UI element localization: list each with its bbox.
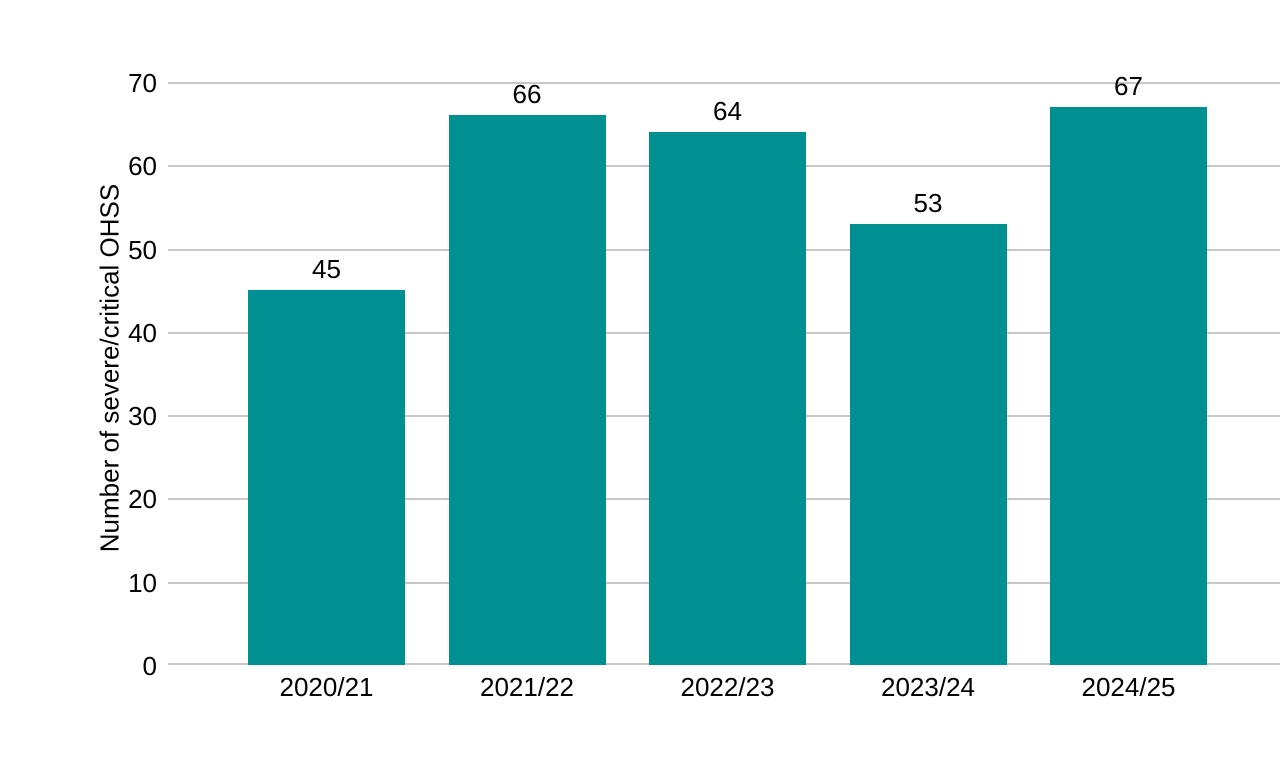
- x-tick-label: 2024/25: [1081, 672, 1176, 702]
- bar-value-label: 67: [1114, 71, 1143, 101]
- x-tick-label: 2021/22: [480, 672, 574, 702]
- y-tick-label: 60: [128, 151, 157, 182]
- y-tick-label: 50: [128, 234, 157, 265]
- plot-area: 0 10 20 30 40 50 60 70 45 2020/21 66 2021/22 64 2022/…: [128, 70, 1280, 700]
- bar-value-label: 45: [312, 254, 341, 285]
- x-tick-label: 2020/21: [279, 672, 374, 702]
- gridline: [168, 82, 1280, 84]
- y-tick-label: 40: [128, 317, 157, 348]
- y-tick-label: 70: [128, 68, 157, 98]
- bar-value-label: 66: [512, 79, 542, 110]
- x-tick-label: 2023/24: [881, 672, 975, 702]
- y-tick-label: 0: [142, 651, 157, 681]
- y-tick-label: 30: [128, 401, 157, 432]
- bar-chart: Number of severe/critical OHSS 0 10 20 30 40…: [40, 16, 1280, 756]
- bar: [849, 223, 1007, 665]
- y-tick-label: 20: [128, 484, 157, 515]
- y-tick-label: 10: [128, 567, 157, 598]
- y-axis-title: Number of severe/critical OHSS: [94, 183, 125, 553]
- bar-value-label: 64: [713, 95, 742, 126]
- bar: [448, 115, 606, 665]
- bar-value-label: 53: [913, 187, 943, 218]
- bar: [248, 290, 405, 665]
- bar: [649, 131, 806, 665]
- x-tick-label: 2022/23: [680, 672, 775, 702]
- bar: [1050, 107, 1207, 665]
